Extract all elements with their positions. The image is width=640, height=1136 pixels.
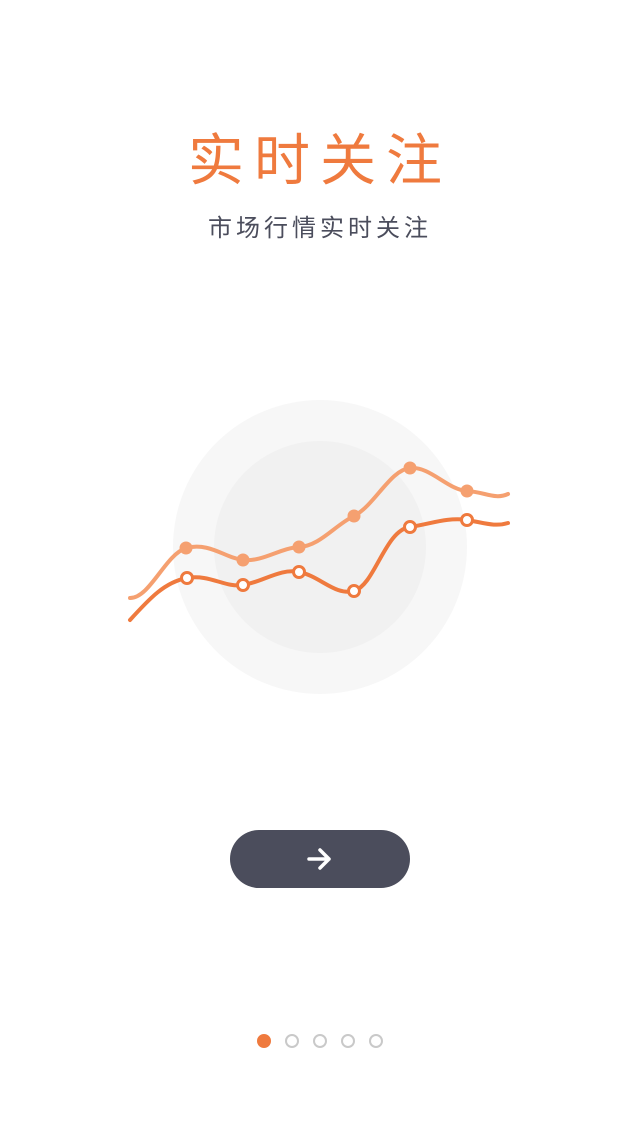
illustration-inner-circle (214, 441, 426, 653)
page-dot-5[interactable] (369, 1034, 383, 1048)
upper-point (347, 509, 361, 523)
market-trend-illustration (128, 400, 510, 694)
arrow-right-icon (307, 848, 331, 870)
lower-point (292, 565, 306, 579)
upper-point (460, 484, 474, 498)
page-title: 实时关注 (188, 129, 452, 194)
lower-point (180, 571, 194, 585)
upper-point (179, 541, 193, 555)
page-dot-1-active[interactable] (257, 1034, 271, 1048)
upper-trend-points (179, 461, 474, 567)
lower-point (403, 520, 417, 534)
page-dot-4[interactable] (341, 1034, 355, 1048)
lower-point (236, 578, 250, 592)
page-subtitle: 市场行情实时关注 (208, 214, 432, 242)
upper-point (292, 540, 306, 554)
next-button[interactable] (230, 830, 410, 888)
page-indicator (0, 1034, 640, 1048)
upper-point (403, 461, 417, 475)
upper-point (236, 553, 250, 567)
page-dot-3[interactable] (313, 1034, 327, 1048)
lower-point (347, 584, 361, 598)
lower-point (460, 513, 474, 527)
page-dot-2[interactable] (285, 1034, 299, 1048)
lower-trend-points (180, 513, 474, 598)
